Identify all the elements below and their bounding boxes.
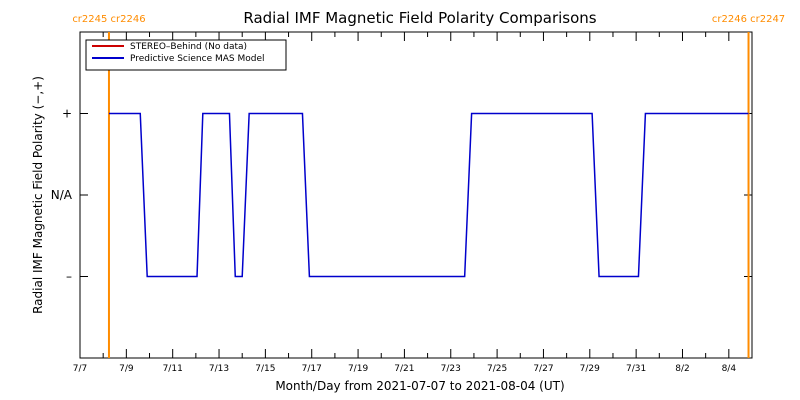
x-tick-label: 7/15 [255, 364, 275, 374]
legend: STEREO–Behind (No data) Predictive Scienc… [85, 39, 287, 71]
x-tick-label: 7/7 [73, 364, 87, 374]
y-tick-label: + [62, 107, 72, 121]
chart-title: Radial IMF Magnetic Field Polarity Compa… [243, 9, 596, 27]
x-tick-label: 7/17 [302, 364, 322, 374]
series-line [108, 112, 749, 278]
x-tick-label: 7/25 [487, 364, 507, 374]
x-tick-label: 8/2 [675, 364, 689, 374]
x-tick-label: 7/23 [441, 364, 461, 374]
legend-entry: STEREO–Behind (No data) [130, 42, 247, 52]
y-tick-label: – [66, 270, 72, 284]
x-tick-label: 7/27 [533, 364, 553, 374]
x-tick-label: 7/21 [394, 364, 414, 374]
chart-marks: 7/7 7/9 7/11 7/13 7/15 7/17 7/19 7/21 7/23 7/25 7/… [51, 14, 785, 374]
x-tick-label: 7/9 [119, 364, 134, 374]
x-tick-label: 7/29 [580, 364, 600, 374]
plot-frame [79, 31, 753, 359]
carrington-marker-label: cr2245 cr2246 [72, 14, 145, 25]
y-tick-label: N/A [51, 188, 73, 202]
x-axis-label: Month/Day from 2021-07-07 to 2021-08-04 … [275, 379, 564, 393]
legend-entry: Predictive Science MAS Model [130, 54, 265, 64]
x-tick-label: 7/13 [209, 364, 229, 374]
x-tick-label: 7/31 [626, 364, 646, 374]
x-tick-label: 7/11 [163, 364, 183, 374]
y-axis-label: Radial IMF Magnetic Field Polarity (−,+) [31, 76, 45, 314]
carrington-marker-label: cr2246 cr2247 [712, 14, 785, 25]
x-tick-label: 8/4 [722, 364, 737, 374]
x-tick-label: 7/19 [348, 364, 368, 374]
